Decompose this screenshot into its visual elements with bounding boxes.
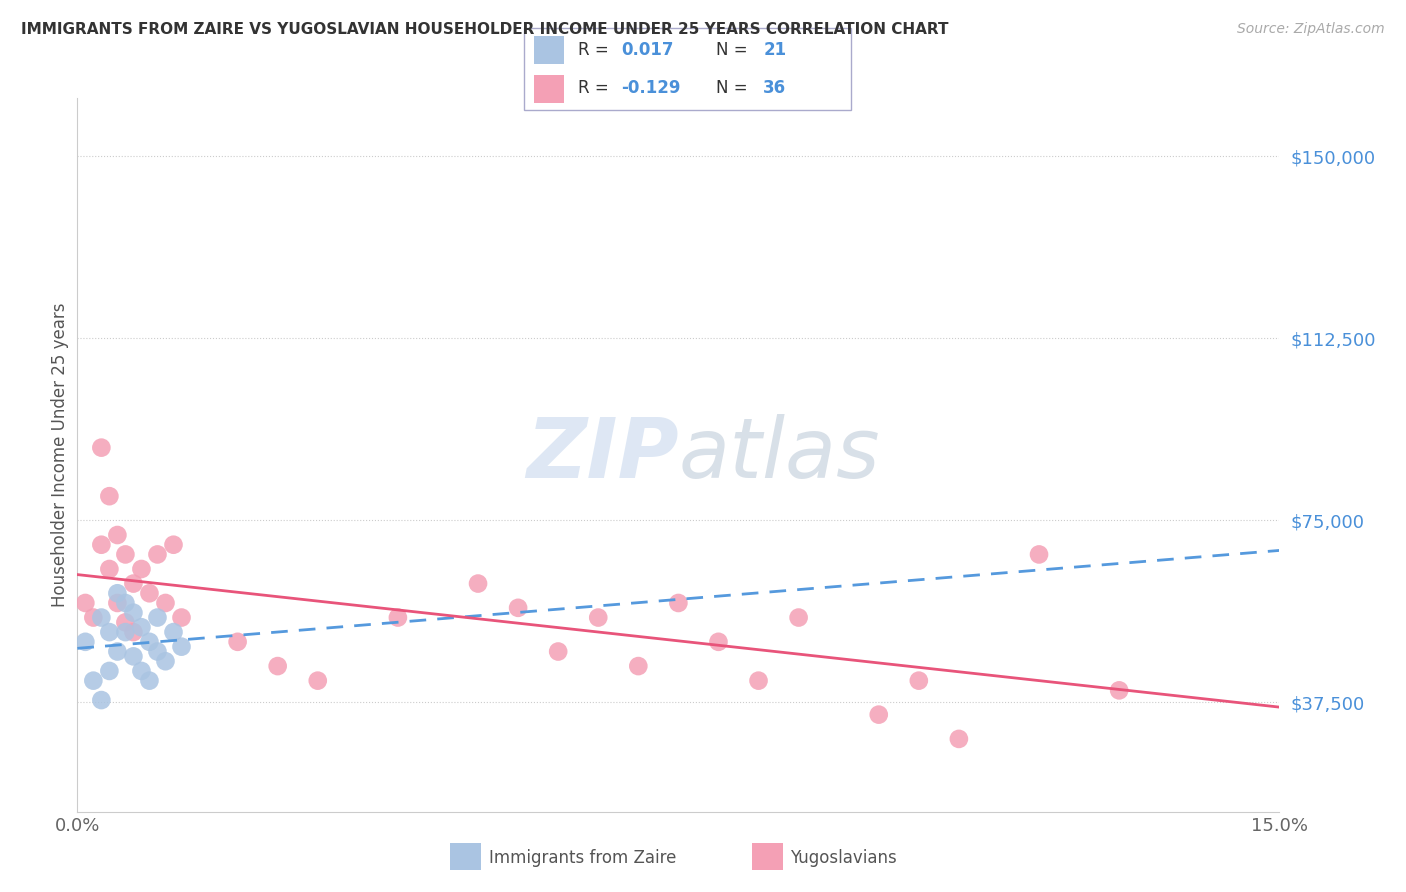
Point	[107, 644, 129, 658]
Point	[146, 610, 169, 624]
Point	[138, 673, 160, 688]
Point	[82, 610, 104, 624]
Point	[82, 673, 104, 688]
Text: R =: R =	[578, 79, 609, 97]
Point	[707, 635, 730, 649]
Text: -0.129: -0.129	[621, 79, 681, 97]
Point	[107, 596, 129, 610]
Text: 21: 21	[763, 41, 786, 59]
Point	[868, 707, 890, 722]
Text: atlas: atlas	[679, 415, 880, 495]
Point	[948, 731, 970, 746]
Point	[787, 610, 810, 624]
Point	[1108, 683, 1130, 698]
Point	[307, 673, 329, 688]
Point	[146, 548, 169, 562]
Point	[387, 610, 409, 624]
Point	[98, 489, 121, 503]
Point	[508, 600, 530, 615]
Point	[114, 615, 136, 630]
Text: Yugoslavians: Yugoslavians	[790, 849, 897, 867]
Point	[162, 625, 184, 640]
Point	[155, 654, 177, 668]
Text: N =: N =	[716, 79, 748, 97]
Point	[90, 610, 112, 624]
Point	[668, 596, 690, 610]
Point	[131, 620, 153, 634]
Text: Source: ZipAtlas.com: Source: ZipAtlas.com	[1237, 22, 1385, 37]
Y-axis label: Householder Income Under 25 years: Householder Income Under 25 years	[51, 302, 69, 607]
Point	[588, 610, 610, 624]
Point	[122, 649, 145, 664]
Point	[267, 659, 290, 673]
Point	[1028, 548, 1050, 562]
Text: R =: R =	[578, 41, 609, 59]
Text: 0.017: 0.017	[621, 41, 673, 59]
FancyBboxPatch shape	[523, 29, 851, 110]
Point	[98, 664, 121, 678]
Point	[908, 673, 931, 688]
FancyBboxPatch shape	[534, 75, 564, 103]
Point	[146, 644, 169, 658]
Point	[107, 586, 129, 600]
Point	[547, 644, 569, 658]
Point	[122, 625, 145, 640]
Point	[170, 640, 193, 654]
Point	[467, 576, 489, 591]
Text: IMMIGRANTS FROM ZAIRE VS YUGOSLAVIAN HOUSEHOLDER INCOME UNDER 25 YEARS CORRELATI: IMMIGRANTS FROM ZAIRE VS YUGOSLAVIAN HOU…	[21, 22, 949, 37]
Point	[627, 659, 650, 673]
Point	[748, 673, 770, 688]
Text: N =: N =	[716, 41, 748, 59]
Text: Immigrants from Zaire: Immigrants from Zaire	[489, 849, 676, 867]
Point	[90, 441, 112, 455]
Point	[138, 635, 160, 649]
Point	[107, 528, 129, 542]
Point	[131, 664, 153, 678]
Point	[75, 635, 97, 649]
Point	[155, 596, 177, 610]
Point	[90, 538, 112, 552]
Point	[90, 693, 112, 707]
Point	[162, 538, 184, 552]
Point	[122, 576, 145, 591]
Point	[131, 562, 153, 576]
Point	[114, 625, 136, 640]
Point	[75, 596, 97, 610]
Text: ZIP: ZIP	[526, 415, 679, 495]
Point	[114, 596, 136, 610]
Point	[138, 586, 160, 600]
Point	[226, 635, 249, 649]
Point	[98, 625, 121, 640]
FancyBboxPatch shape	[534, 36, 564, 64]
Point	[98, 562, 121, 576]
Point	[114, 548, 136, 562]
Text: 36: 36	[763, 79, 786, 97]
Point	[122, 606, 145, 620]
Point	[170, 610, 193, 624]
